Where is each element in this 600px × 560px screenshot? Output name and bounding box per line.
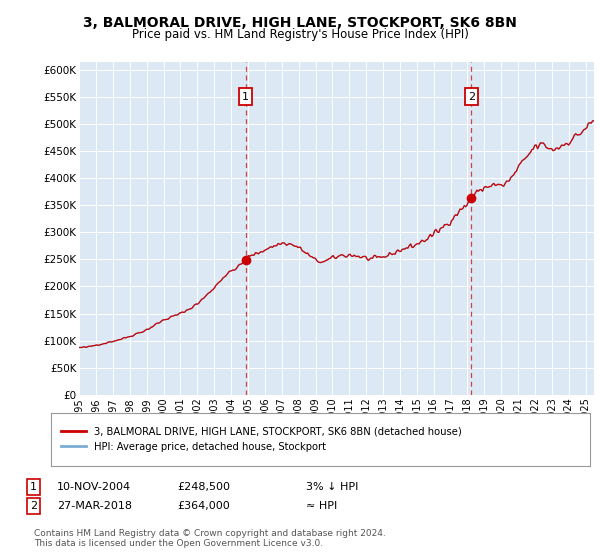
- Text: 2: 2: [30, 501, 37, 511]
- Text: Price paid vs. HM Land Registry's House Price Index (HPI): Price paid vs. HM Land Registry's House …: [131, 28, 469, 41]
- Text: ≈ HPI: ≈ HPI: [306, 501, 337, 511]
- Text: 2: 2: [468, 92, 475, 101]
- Text: 1: 1: [242, 92, 249, 101]
- Text: 1: 1: [30, 482, 37, 492]
- Text: 3, BALMORAL DRIVE, HIGH LANE, STOCKPORT, SK6 8BN: 3, BALMORAL DRIVE, HIGH LANE, STOCKPORT,…: [83, 16, 517, 30]
- Text: 27-MAR-2018: 27-MAR-2018: [57, 501, 132, 511]
- Text: £248,500: £248,500: [177, 482, 230, 492]
- Legend: 3, BALMORAL DRIVE, HIGH LANE, STOCKPORT, SK6 8BN (detached house), HPI: Average : 3, BALMORAL DRIVE, HIGH LANE, STOCKPORT,…: [55, 421, 468, 458]
- Text: Contains HM Land Registry data © Crown copyright and database right 2024.
This d: Contains HM Land Registry data © Crown c…: [34, 529, 385, 548]
- Text: 10-NOV-2004: 10-NOV-2004: [57, 482, 131, 492]
- Text: £364,000: £364,000: [177, 501, 230, 511]
- Text: 3% ↓ HPI: 3% ↓ HPI: [306, 482, 358, 492]
